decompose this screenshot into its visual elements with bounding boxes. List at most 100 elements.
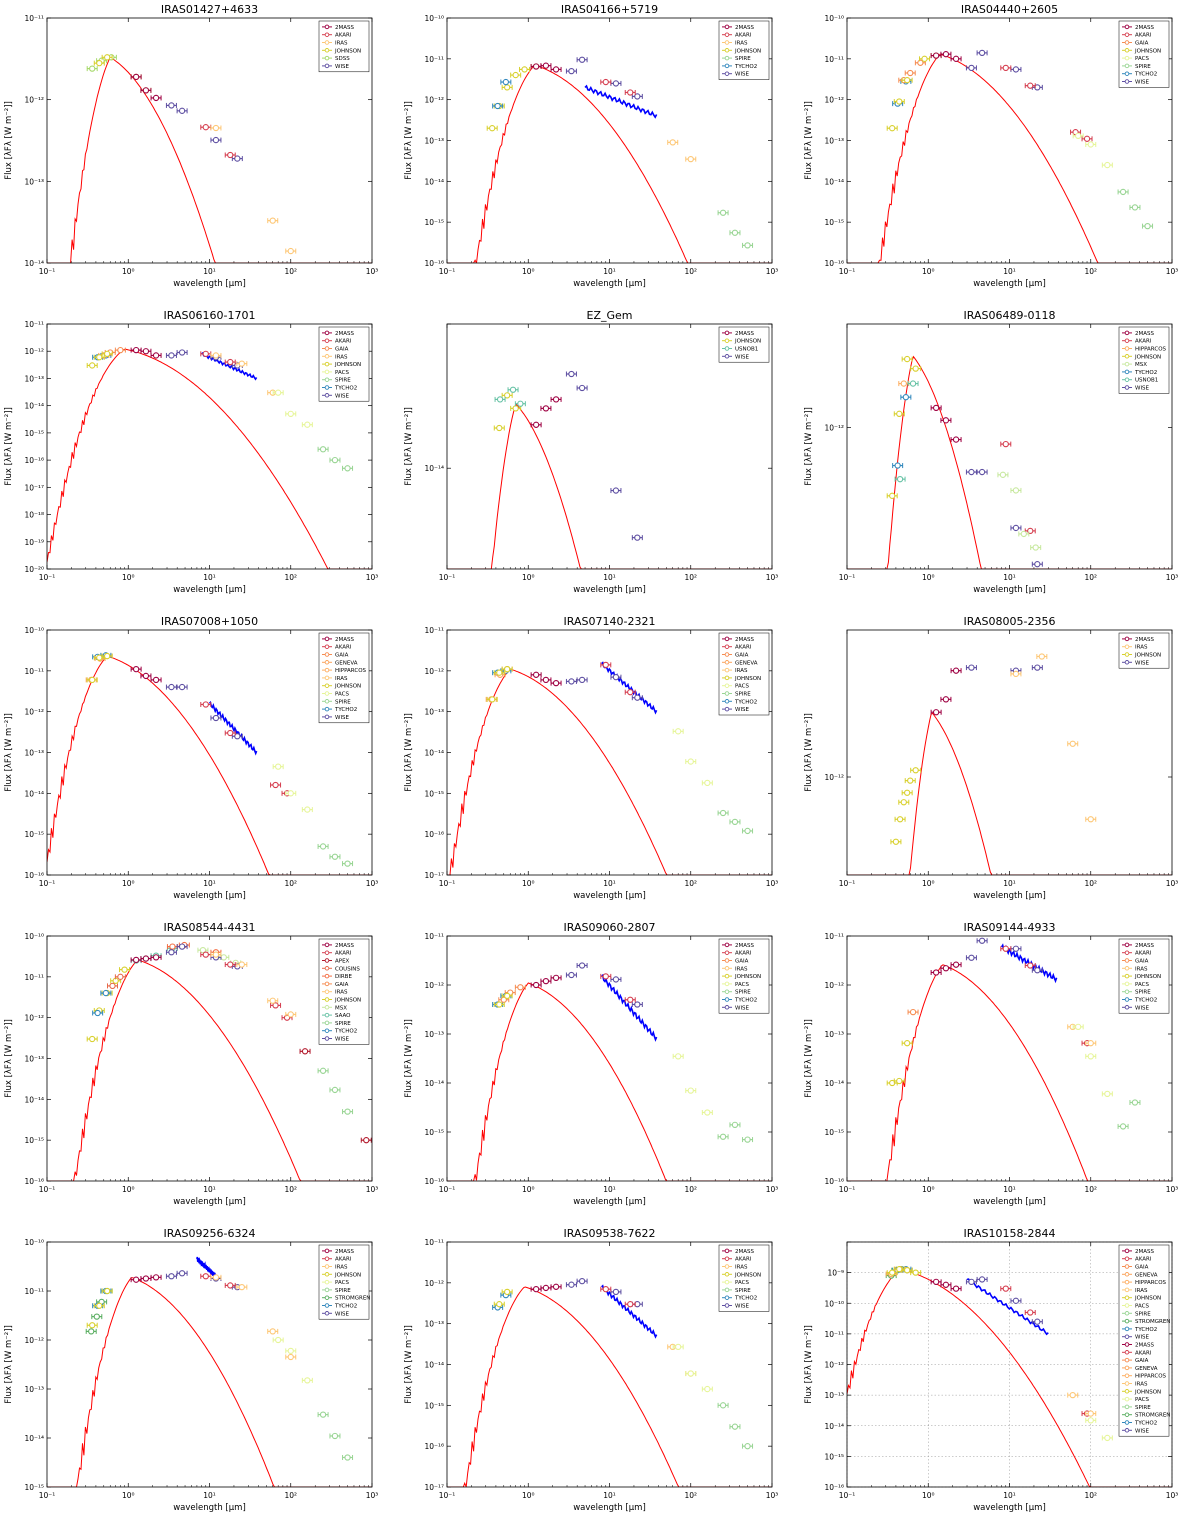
- legend-marker: [324, 369, 330, 375]
- legend-marker: [324, 55, 330, 61]
- y-axis-label: Flux [λFλ [W m⁻²]]: [404, 1325, 414, 1404]
- photometry-point: [1117, 1123, 1129, 1130]
- legend-marker: [724, 683, 730, 688]
- sed-panel: 10⁻¹ 10⁰ 10¹ 10² 10³ 10⁻¹⁷ 10⁻¹⁶ 10⁻¹⁵ 10⁻¹⁴ 10⁻¹…: [400, 1224, 800, 1530]
- x-axis-label: wavelength [μm]: [173, 1197, 246, 1207]
- photometry-point: [176, 683, 188, 691]
- ir-spectrum: [601, 661, 658, 715]
- x-tick-label: 10²: [1084, 1185, 1097, 1194]
- legend-marker: [324, 63, 330, 69]
- y-tick-label: 10⁻¹³: [824, 1030, 844, 1039]
- legend-marker: [324, 1248, 330, 1254]
- x-tick-label: 10⁻¹: [839, 879, 856, 888]
- model-sed-curve: [447, 64, 772, 263]
- photometry-point: [492, 102, 504, 110]
- x-tick-label: 10⁰: [122, 879, 135, 888]
- legend-marker: [724, 660, 730, 665]
- legend-marker: [724, 346, 730, 351]
- x-tick-label: 10⁻¹: [839, 267, 856, 276]
- y-axis-label: Flux [λFλ [W m⁻²]]: [4, 1325, 14, 1404]
- photometry-point: [1024, 1309, 1036, 1316]
- legend-marker: [1124, 973, 1130, 979]
- photometry-point: [317, 1411, 329, 1418]
- photometry-point: [910, 365, 922, 372]
- x-tick-label: 10³: [766, 1491, 779, 1500]
- photometry-point: [236, 360, 248, 367]
- photometry-point: [976, 1276, 988, 1283]
- y-tick-label: 10⁻¹³: [24, 749, 44, 758]
- photometry-point: [224, 151, 236, 159]
- y-tick-label: 10⁻¹³: [24, 1385, 44, 1394]
- legend-label: SPIRE: [1135, 1311, 1151, 1317]
- photometry-point: [886, 125, 898, 132]
- legend-marker: [324, 361, 330, 367]
- photometry-point: [729, 229, 741, 236]
- legend-marker: [724, 636, 730, 642]
- x-tick-label: 10²: [684, 879, 697, 888]
- y-axis-label: Flux [λFλ [W m⁻²]]: [404, 101, 414, 180]
- legend-marker: [724, 354, 730, 359]
- model-sed-curve: [47, 959, 372, 1181]
- legend-marker: [324, 699, 330, 704]
- photometry-point: [950, 667, 962, 674]
- photometry-point: [565, 678, 577, 685]
- photometry-point: [898, 380, 910, 387]
- ir-spectrum: [201, 351, 258, 381]
- legend-label: AKARI: [335, 1257, 352, 1263]
- photometry-point: [886, 1079, 898, 1087]
- y-tick-label: 10⁻¹³: [24, 177, 44, 186]
- legend-label: HIPPARCOS: [1135, 1280, 1167, 1286]
- legend-marker: [324, 675, 330, 681]
- photometry-point: [501, 665, 513, 673]
- legend-label: MSX: [335, 1005, 347, 1011]
- photometry-point: [701, 779, 713, 787]
- photometry-point: [1018, 530, 1030, 538]
- legend-marker: [1124, 660, 1130, 665]
- legend-label: WISE: [1135, 1005, 1150, 1011]
- y-tick-label: 10⁻¹¹: [824, 932, 844, 941]
- sed-chart: 10⁻¹ 10⁰ 10¹ 10² 10³ 10⁻¹⁴ 2MASS JOHNSON USNOB1W…: [404, 309, 778, 595]
- legend-marker: [324, 942, 330, 948]
- model-sed-curve: [847, 964, 1172, 1181]
- photometry-point: [119, 966, 131, 973]
- chart-title: IRAS08544-4431: [164, 921, 256, 934]
- x-tick-label: 10⁰: [922, 1491, 935, 1500]
- y-tick-label: 10⁻¹⁵: [424, 1401, 444, 1410]
- photometry-point: [900, 394, 912, 401]
- photometry-point: [600, 78, 612, 86]
- legend-label: AKARI: [735, 33, 752, 39]
- legend-marker: [324, 652, 330, 657]
- legend-marker: [324, 1028, 330, 1033]
- legend-label: IRAS: [735, 41, 748, 47]
- y-tick-label: 10⁻¹⁴: [424, 177, 444, 186]
- legend-marker: [1124, 958, 1130, 963]
- model-sed-curve: [447, 982, 772, 1181]
- legend-label: WISE: [335, 1311, 350, 1317]
- photometry-point: [1142, 222, 1154, 230]
- y-tick-label: 10⁻¹¹: [24, 320, 44, 329]
- ir-spectrum: [196, 1256, 217, 1279]
- photometry-point: [93, 354, 105, 361]
- legend-label: GAIA: [1135, 41, 1149, 47]
- photometry-point: [176, 349, 188, 356]
- photometry-point: [130, 73, 142, 81]
- photometry-point: [231, 155, 243, 162]
- legend-label: AKARI: [1135, 1350, 1152, 1356]
- photometry-point: [950, 55, 962, 62]
- y-tick-label: 10⁻¹⁵: [24, 1136, 44, 1145]
- y-tick-label: 10⁻¹⁰: [24, 1238, 44, 1247]
- sed-chart: 10⁻¹ 10⁰ 10¹ 10² 10³ 10⁻²⁰ 10⁻¹⁹ 10⁻¹⁸ 10⁻¹⁷ 10⁻¹…: [4, 309, 378, 595]
- legend-label: WISE: [735, 1005, 750, 1011]
- photometry-point: [930, 52, 942, 59]
- model-sed-curve: [847, 53, 1172, 263]
- legend-label: TYCHO2: [1134, 998, 1157, 1004]
- x-tick-label: 10⁻¹: [39, 1491, 56, 1500]
- x-tick-label: 10¹: [1003, 573, 1016, 582]
- legend-marker: [1124, 79, 1130, 84]
- x-axis-label: wavelength [μm]: [173, 585, 246, 595]
- x-tick-label: 10⁻¹: [439, 267, 456, 276]
- photometry-point: [717, 809, 729, 817]
- photometry-point: [224, 1282, 236, 1289]
- photometry-point: [940, 1281, 952, 1288]
